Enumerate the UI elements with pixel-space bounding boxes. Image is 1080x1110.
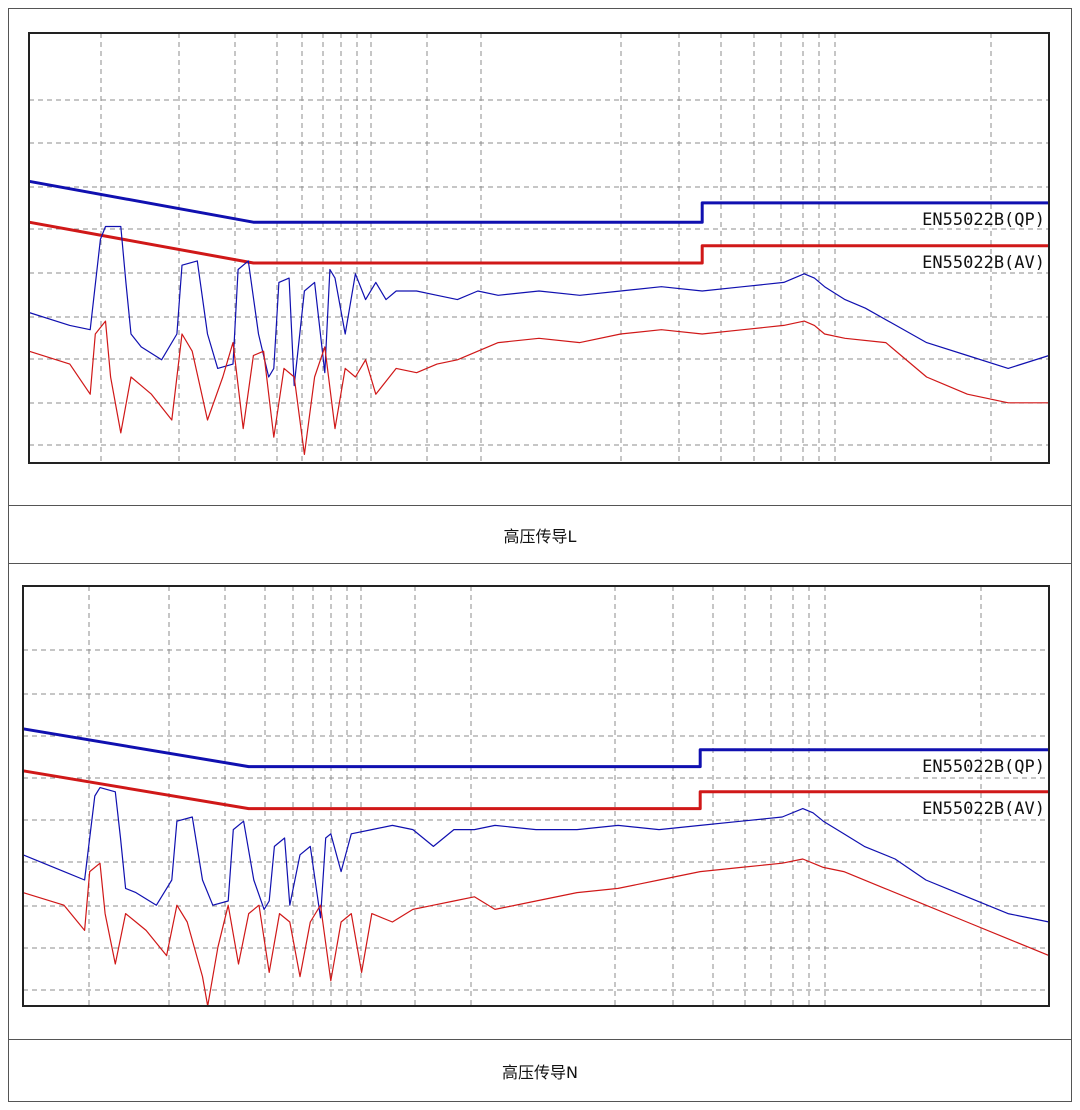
caption-n: 高压传导N: [502, 1062, 578, 1082]
qp-limit-label: EN55022B(QP): [922, 757, 1045, 777]
av-limit-label: EN55022B(AV): [922, 799, 1045, 819]
figure-table: EN55022B(QP) EN55022B(AV) 高压传导L EN55022B(…: [8, 8, 1072, 1102]
caption-cell-l: 高压传导L: [9, 505, 1071, 563]
av-trace-line: [22, 858, 1050, 1007]
qp-trace-line: [22, 787, 1050, 923]
chart-cell-l: EN55022B(QP) EN55022B(AV): [9, 9, 1071, 505]
grid: [23, 586, 1049, 1006]
qp-trace-line: [28, 225, 1050, 387]
emi-chart-n: EN55022B(QP) EN55022B(AV): [22, 585, 1050, 1007]
plot-frame: [22, 585, 1050, 1007]
av-limit-label: EN55022B(AV): [922, 253, 1045, 273]
qp-limit-line: [22, 727, 1049, 769]
av-limit-line: [22, 769, 1049, 811]
qp-limit-label: EN55022B(QP): [922, 210, 1045, 230]
caption-cell-n: 高压传导N: [9, 1039, 1071, 1101]
qp-limit-line: [28, 179, 1049, 224]
av-limit-line: [28, 220, 1049, 265]
emi-chart-l: EN55022B(QP) EN55022B(AV): [28, 32, 1050, 464]
caption-l: 高压传导L: [503, 526, 577, 546]
plot-frame: [28, 32, 1050, 464]
av-trace-line: [28, 320, 1049, 455]
grid: [29, 33, 1049, 463]
chart-cell-n: EN55022B(QP) EN55022B(AV): [9, 563, 1071, 1039]
